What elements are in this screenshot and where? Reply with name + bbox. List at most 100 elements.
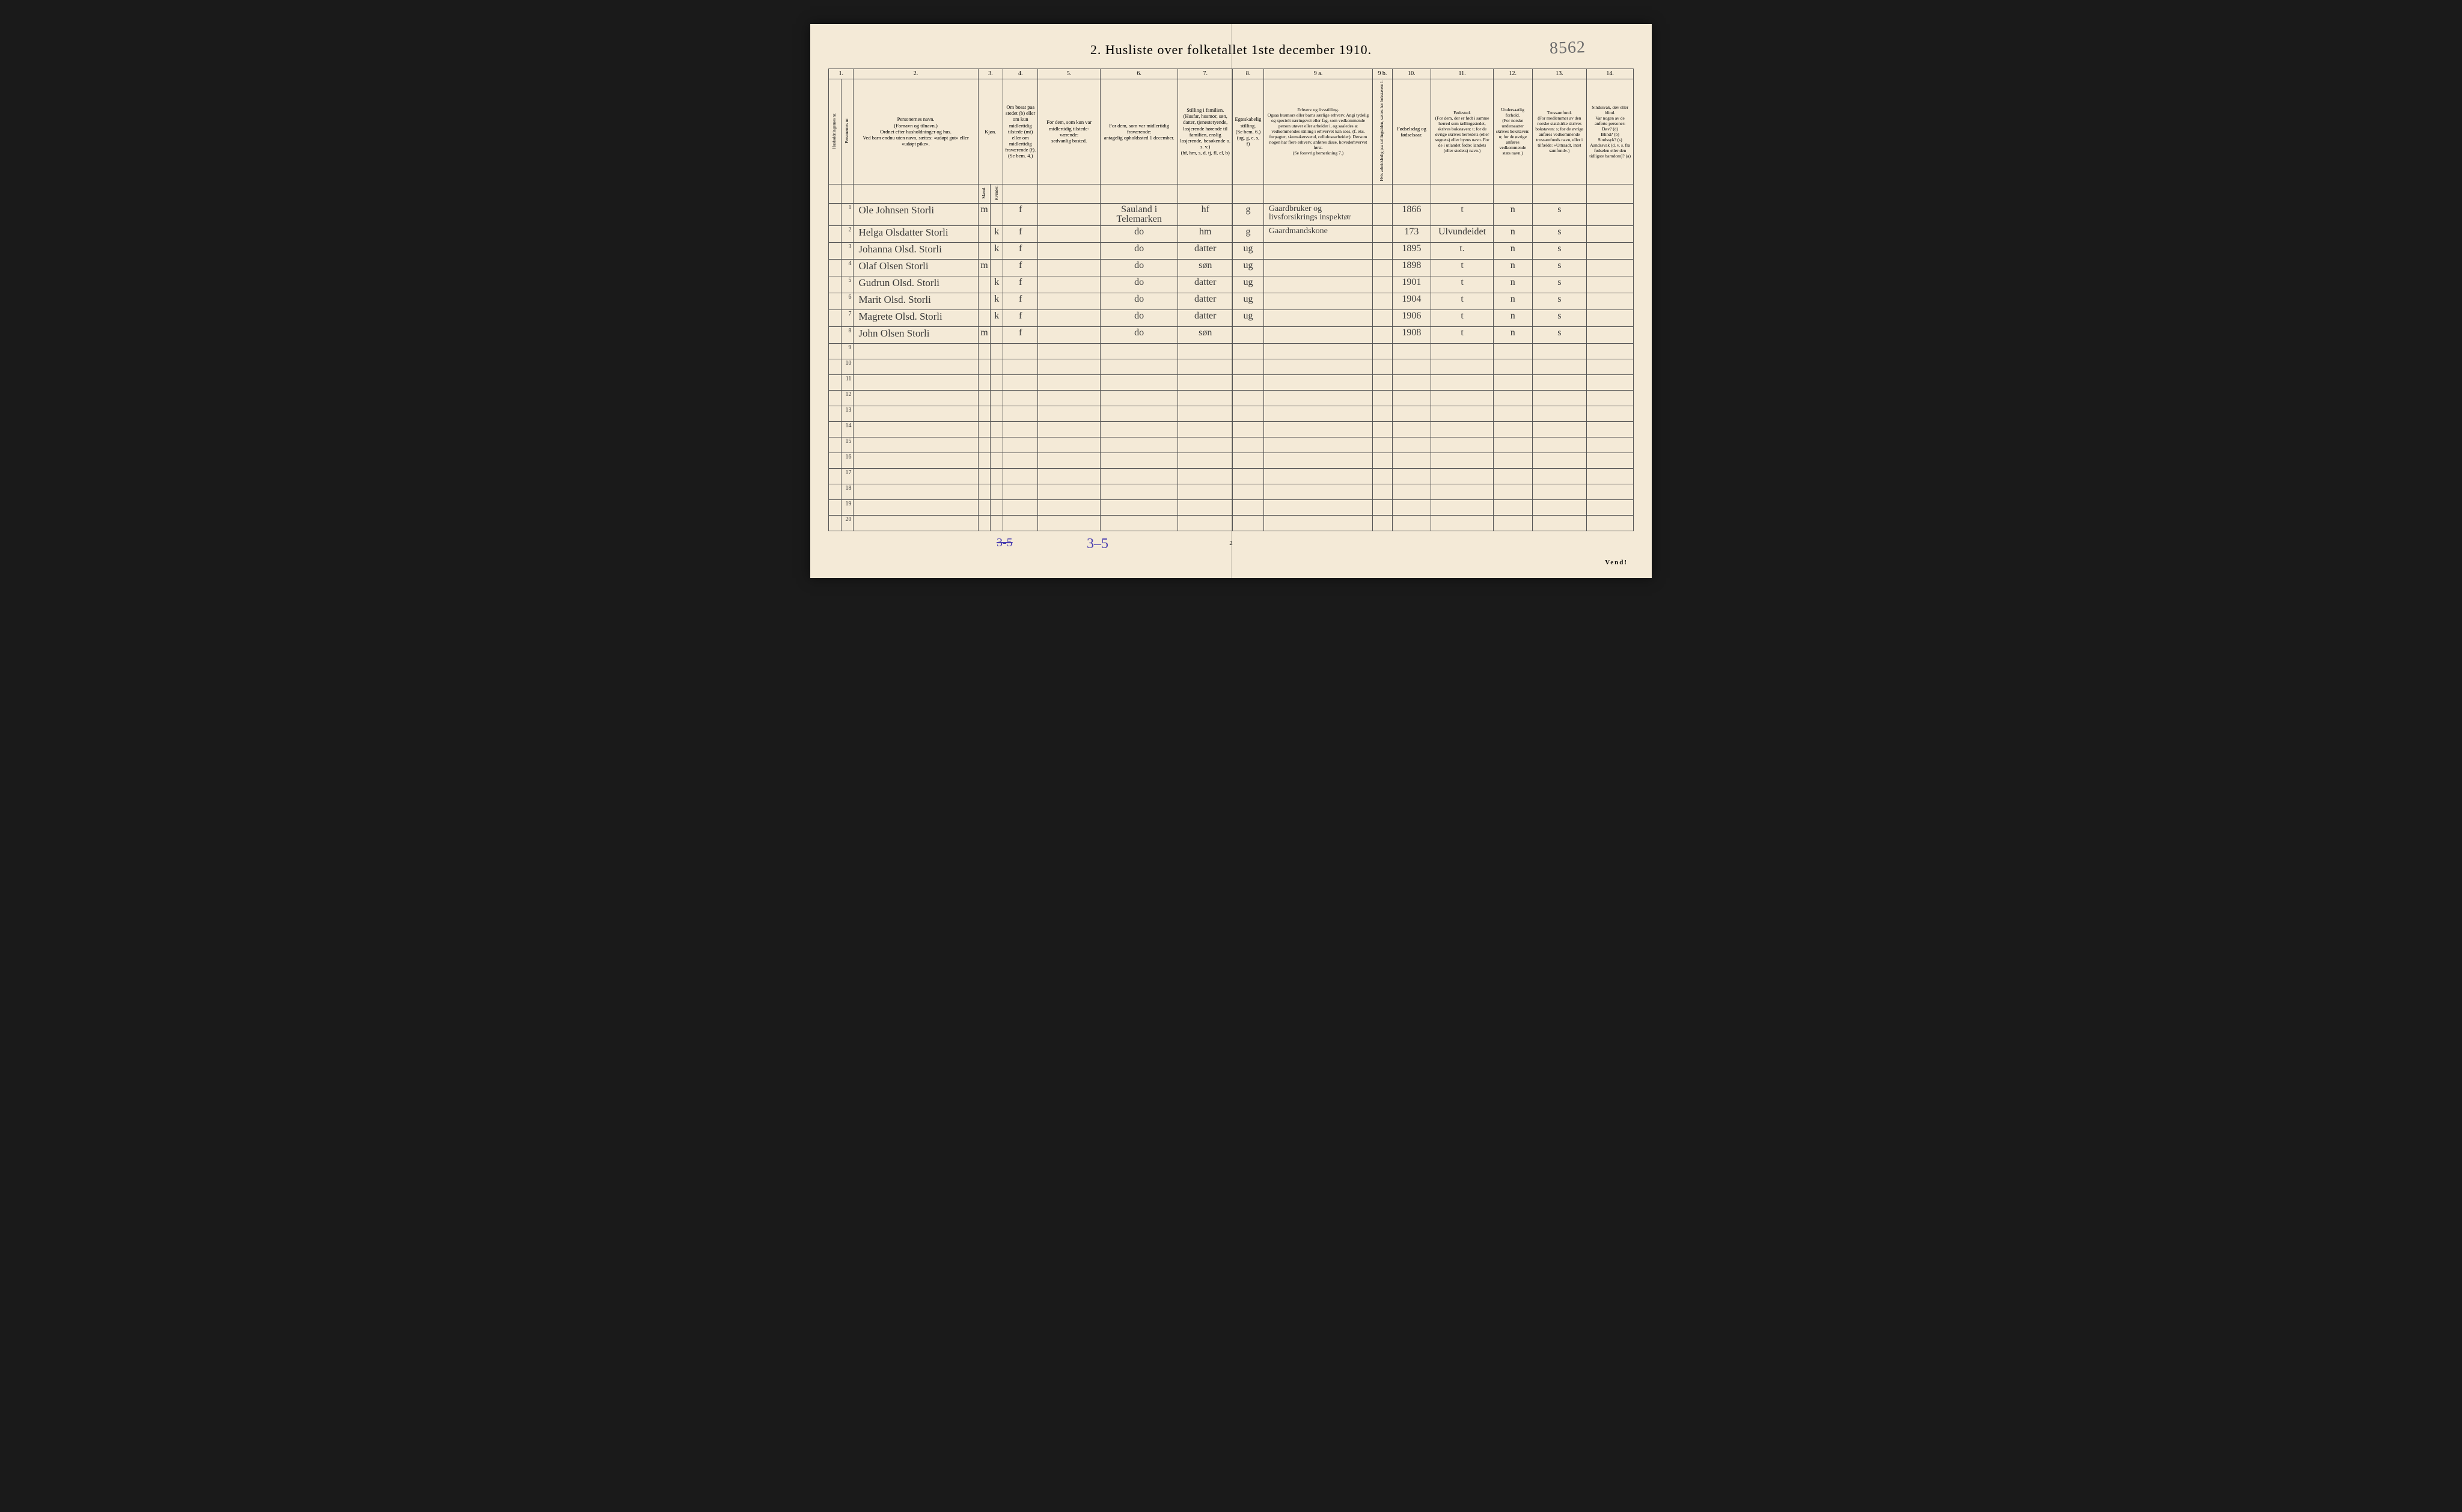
colnum-4: 4. <box>1003 69 1038 79</box>
cell-occupation <box>1263 259 1372 276</box>
empty-cell <box>854 406 978 421</box>
table-header: 1. 2. 3. 4. 5. 6. 7. 8. 9 a. 9 b. 10. 11… <box>829 69 1634 204</box>
person-nr: 12 <box>841 390 854 406</box>
cell-nationality: n <box>1493 225 1532 242</box>
cell-nationality: n <box>1493 326 1532 343</box>
cell-disability <box>1587 203 1634 225</box>
empty-cell <box>1493 515 1532 531</box>
empty-cell <box>1003 374 1038 390</box>
empty-cell <box>1100 437 1178 453</box>
empty-cell <box>854 374 978 390</box>
table-row-empty: 13 <box>829 406 1634 421</box>
cell-sex-m <box>978 225 991 242</box>
cell-religion: s <box>1532 203 1587 225</box>
empty-cell <box>1431 390 1494 406</box>
cell-birthplace: t <box>1431 203 1494 225</box>
cell-disability <box>1587 242 1634 259</box>
table-row-empty: 16 <box>829 453 1634 468</box>
cell-occupation <box>1263 309 1372 326</box>
empty-cell <box>1003 468 1038 484</box>
cell-religion: s <box>1532 259 1587 276</box>
cell-temp-absent: do <box>1100 309 1178 326</box>
sub-blank-9 <box>1263 184 1372 203</box>
person-nr: 7 <box>841 309 854 326</box>
cell-name: Gudrun Olsd. Storli <box>854 276 978 293</box>
empty-cell <box>1373 515 1392 531</box>
person-nr: 2 <box>841 225 854 242</box>
cell-religion: s <box>1532 293 1587 309</box>
empty-cell <box>1178 468 1233 484</box>
cell-temp-present <box>1038 203 1101 225</box>
empty-cell <box>1493 484 1532 499</box>
hdr-residence: Om bosat paa stedet (b) eller om kun mid… <box>1003 79 1038 184</box>
empty-cell <box>1178 499 1233 515</box>
empty-cell <box>1587 343 1634 359</box>
cell-birth-year: 1898 <box>1392 259 1431 276</box>
empty-cell <box>1233 359 1264 374</box>
hdr-disability: Sindssvak, døv eller blind. Var nogen av… <box>1587 79 1634 184</box>
person-nr: 17 <box>841 468 854 484</box>
empty-cell <box>1263 390 1372 406</box>
empty-cell <box>1587 453 1634 468</box>
empty-cell <box>1003 437 1038 453</box>
cell-marital: ug <box>1233 242 1264 259</box>
empty-cell <box>1178 390 1233 406</box>
empty-cell <box>1100 421 1178 437</box>
empty-cell <box>1178 515 1233 531</box>
colnum-14: 14. <box>1587 69 1634 79</box>
empty-cell <box>854 484 978 499</box>
empty-cell <box>854 468 978 484</box>
cell-birth-year: 1904 <box>1392 293 1431 309</box>
person-nr: 14 <box>841 421 854 437</box>
footer-strike: 3-5 <box>997 536 1013 550</box>
table-row-empty: 9 <box>829 343 1634 359</box>
empty-cell <box>1263 359 1372 374</box>
empty-cell <box>1003 421 1038 437</box>
table-row-empty: 20 <box>829 515 1634 531</box>
empty-cell <box>1038 421 1101 437</box>
empty-cell <box>1003 484 1038 499</box>
cell-religion: s <box>1532 309 1587 326</box>
empty-cell <box>1178 343 1233 359</box>
empty-cell <box>1003 515 1038 531</box>
colnum-7: 7. <box>1178 69 1233 79</box>
empty-cell <box>1038 406 1101 421</box>
empty-cell <box>854 359 978 374</box>
empty-cell <box>1431 499 1494 515</box>
cell-sex-m: m <box>978 259 991 276</box>
household-nr <box>829 421 842 437</box>
colnum-3: 3. <box>978 69 1003 79</box>
cell-birthplace: t. <box>1431 242 1494 259</box>
census-page: 2. Husliste over folketallet 1ste decemb… <box>810 24 1652 578</box>
cell-name: Magrete Olsd. Storli <box>854 309 978 326</box>
cell-residence: f <box>1003 309 1038 326</box>
empty-cell <box>1263 421 1372 437</box>
table-row-empty: 14 <box>829 421 1634 437</box>
empty-cell <box>1392 499 1431 515</box>
table-row: 6Marit Olsd. Storlikfdodatterug1904tns <box>829 293 1634 309</box>
cell-residence: f <box>1003 259 1038 276</box>
cell-sex-k: k <box>991 225 1003 242</box>
empty-cell <box>1233 484 1264 499</box>
household-nr <box>829 309 842 326</box>
empty-cell <box>1263 437 1372 453</box>
household-nr <box>829 259 842 276</box>
table-body: 1Ole Johnsen StorlimfSauland i Telemarke… <box>829 203 1634 531</box>
empty-cell <box>1587 515 1634 531</box>
table-row-empty: 12 <box>829 390 1634 406</box>
person-nr: 18 <box>841 484 854 499</box>
empty-cell <box>1263 499 1372 515</box>
cell-unemployed <box>1373 326 1392 343</box>
hdr-family-pos: Stilling i familien. (Husfar, husmor, sø… <box>1178 79 1233 184</box>
footer-vend: Vend! <box>1605 559 1628 566</box>
empty-cell <box>978 374 991 390</box>
cell-family-pos: hm <box>1178 225 1233 242</box>
cell-birthplace: t <box>1431 326 1494 343</box>
hdr-household-nr: Husholdningernes nr. <box>829 79 842 184</box>
household-nr <box>829 326 842 343</box>
cell-occupation: Gaardmandskone <box>1263 225 1372 242</box>
table-row-empty: 11 <box>829 374 1634 390</box>
empty-cell <box>1431 515 1494 531</box>
empty-cell <box>991 374 1003 390</box>
sub-blank-15 <box>1587 184 1634 203</box>
